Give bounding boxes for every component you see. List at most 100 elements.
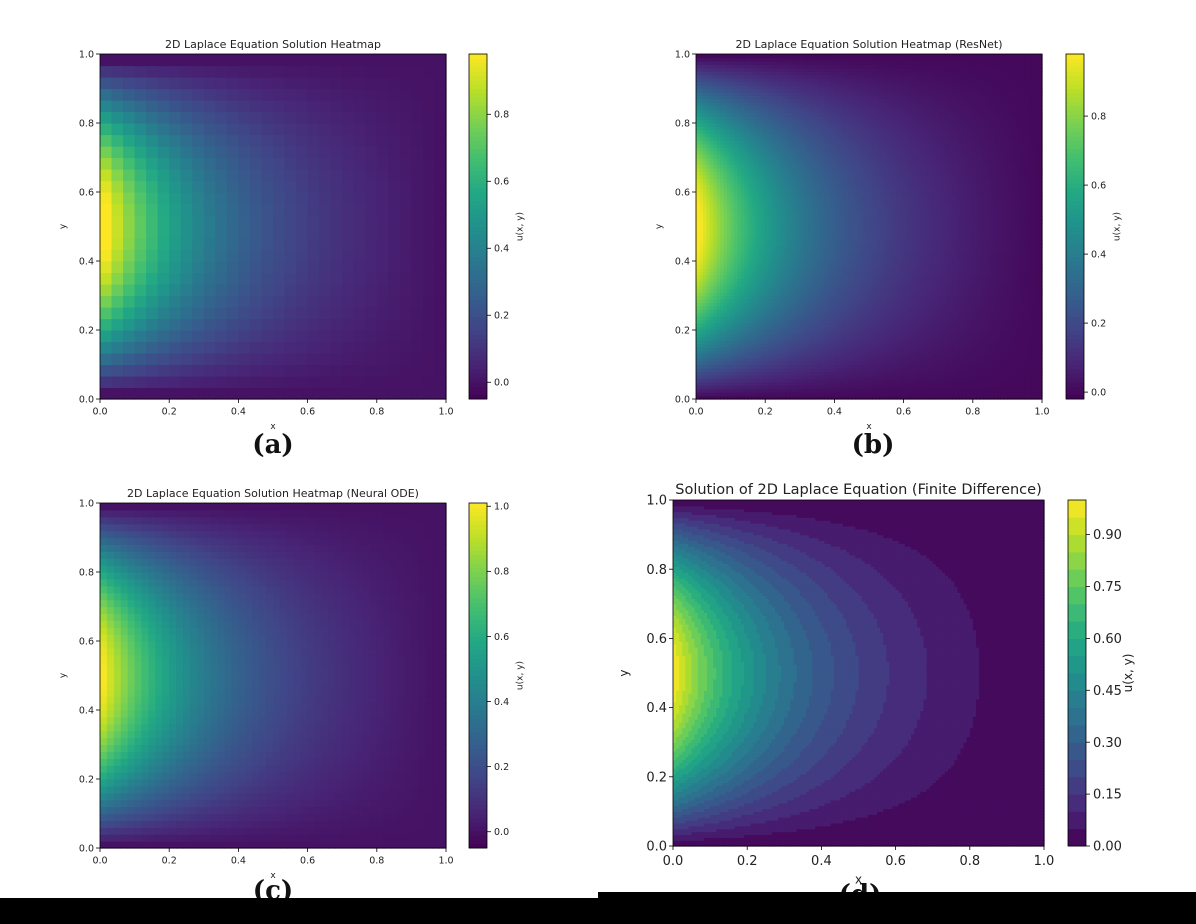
heatmap-cell: [758, 312, 763, 317]
heatmap-cell: [772, 336, 777, 341]
heatmap-cell: [813, 188, 818, 193]
heatmap-cell: [820, 267, 825, 272]
heatmap-cell: [730, 347, 735, 352]
heatmap-cell: [810, 171, 815, 176]
heatmap-cell: [810, 140, 815, 145]
heatmap-cell: [696, 112, 701, 117]
colorbar-band: [469, 144, 487, 150]
heatmap-cell: [696, 171, 701, 176]
heatmap-cell: [806, 116, 811, 121]
heatmap-cell: [319, 123, 332, 136]
heatmap-cell: [768, 164, 773, 169]
heatmap-cell: [758, 192, 763, 197]
heatmap-cell: [696, 395, 701, 400]
heatmap-cell: [709, 178, 714, 183]
heatmap-cell: [765, 78, 770, 83]
heatmap-cell: [751, 374, 756, 379]
heatmap-cell: [744, 154, 749, 159]
heatmap-cell: [806, 202, 811, 207]
heatmap-cell: [737, 254, 742, 259]
heatmap-cell: [775, 250, 780, 255]
heatmap-cell: [765, 323, 770, 328]
heatmap-cell: [754, 91, 759, 96]
heatmap-cell: [806, 271, 811, 276]
heatmap-cell: [723, 326, 728, 331]
heatmap-cell: [813, 198, 818, 203]
heatmap-cell: [169, 65, 182, 78]
heatmap-cell: [806, 274, 811, 279]
heatmap-cell: [123, 54, 136, 67]
heatmap-cell: [747, 171, 752, 176]
heatmap-cell: [772, 271, 777, 276]
heatmap-cell: [824, 343, 829, 348]
heatmap-cell: [817, 316, 822, 321]
heatmap-cell: [820, 133, 825, 138]
y-tick-label: 0.6: [79, 187, 94, 198]
heatmap-cell: [730, 305, 735, 310]
heatmap-cell: [820, 395, 825, 400]
heatmap-cell: [772, 109, 777, 114]
heatmap-cell: [713, 302, 718, 307]
heatmap-cell: [789, 150, 794, 155]
heatmap-cell: [830, 171, 835, 176]
heatmap-cell: [744, 57, 749, 62]
heatmap-cell: [761, 364, 766, 369]
heatmap-cell: [353, 272, 366, 285]
heatmap-cell: [779, 219, 784, 224]
heatmap-cell: [782, 178, 787, 183]
heatmap-cell: [782, 240, 787, 245]
heatmap-cell: [785, 226, 791, 231]
heatmap-cell: [702, 167, 707, 172]
heatmap-cell: [723, 154, 728, 159]
heatmap-cell: [772, 233, 777, 238]
heatmap-cell: [765, 295, 770, 300]
colorbar-band: [469, 390, 487, 396]
heatmap-cell: [727, 57, 732, 62]
heatmap-cell: [696, 174, 701, 179]
heatmap-cell: [716, 140, 721, 145]
heatmap-cell: [169, 180, 182, 193]
heatmap-cell: [706, 357, 711, 362]
heatmap-cell: [709, 195, 714, 200]
heatmap-cell: [720, 261, 725, 266]
heatmap-cell: [830, 205, 835, 210]
heatmap-cell: [810, 143, 815, 148]
heatmap-cell: [806, 378, 811, 383]
heatmap-cell: [792, 254, 797, 259]
heatmap-cell: [827, 154, 832, 159]
heatmap-cell: [817, 181, 822, 186]
heatmap-cell: [817, 236, 822, 241]
heatmap-cell: [376, 215, 389, 228]
heatmap-cell: [261, 100, 274, 113]
heatmap-cell: [751, 136, 756, 141]
heatmap-cell: [782, 316, 787, 321]
heatmap-cell: [723, 116, 728, 121]
colorbar-band: [469, 386, 487, 391]
heatmap-cell: [803, 64, 808, 69]
heatmap-cell: [782, 264, 787, 269]
heatmap-cell: [215, 134, 228, 147]
heatmap-cell: [146, 387, 159, 400]
heatmap-cell: [803, 60, 808, 65]
y-tick-label: 0.0: [79, 394, 94, 405]
heatmap-cell: [709, 140, 714, 145]
heatmap-cell: [824, 381, 829, 386]
heatmap-cell: [709, 129, 714, 134]
heatmap-cell: [702, 192, 707, 197]
heatmap-cell: [761, 119, 766, 124]
heatmap-cell: [716, 285, 721, 290]
heatmap-cell: [751, 140, 756, 145]
heatmap-cell: [775, 336, 780, 341]
heatmap-cell: [820, 174, 825, 179]
heatmap-cell: [734, 281, 739, 286]
heatmap-cell: [758, 350, 763, 355]
heatmap-cell: [747, 392, 752, 397]
heatmap-cell: [810, 247, 815, 252]
heatmap-cell: [376, 261, 389, 274]
heatmap-cell: [824, 171, 829, 176]
heatmap-cell: [744, 343, 749, 348]
heatmap-cell: [775, 281, 780, 286]
heatmap-cell: [782, 243, 787, 248]
heatmap-cell: [830, 154, 835, 159]
heatmap-cell: [789, 216, 794, 221]
